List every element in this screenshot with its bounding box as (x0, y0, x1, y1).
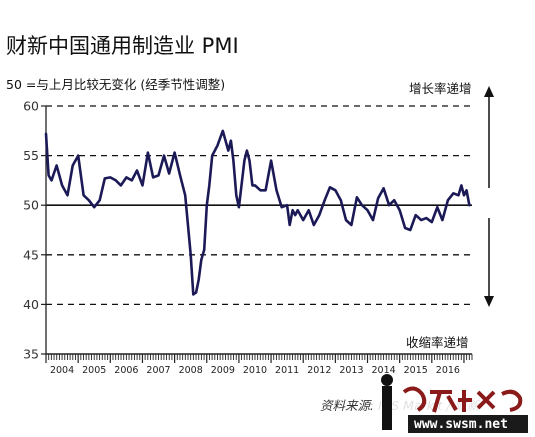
y-tick-label: 55 (23, 148, 39, 163)
y-axis: 35 40 45 50 55 60 (23, 99, 47, 362)
x-tick-label: 2016 (436, 365, 460, 376)
x-tick-label: 2007 (146, 365, 170, 376)
x-tick-label: 2015 (404, 365, 428, 376)
growth-arrow-label: 增长率递增 (409, 81, 472, 96)
chart-subtitle: 50 =与上月比较无变化 (经季节性调整) (6, 77, 225, 92)
watermark-text: www.swsm.net (414, 417, 508, 432)
x-tick-label: 2010 (243, 365, 267, 376)
contraction-arrow-label: 收缩率递增 (406, 335, 469, 350)
x-tick-label: 2012 (307, 365, 331, 376)
x-axis: 2004 2005 2006 2007 2008 2009 2010 2011 2012 2013… (45, 353, 473, 376)
grid-lines (46, 105, 472, 306)
chart-title: 财新中国通用制造业 PMI (6, 34, 239, 58)
x-tick-label: 2008 (179, 365, 203, 376)
y-tick-label: 40 (23, 297, 39, 312)
x-tick-label: 2014 (371, 365, 395, 376)
x-tick-label: 2006 (114, 365, 138, 376)
x-tick-label: 2005 (82, 365, 106, 376)
x-tick-label: 2013 (339, 365, 363, 376)
x-tick-label: 2009 (211, 365, 235, 376)
pmi-series-line (44, 129, 471, 296)
y-tick-label: 60 (23, 99, 39, 114)
x-tick-label: 2011 (275, 365, 299, 376)
contraction-arrow (484, 218, 494, 307)
watermark-logo: www.swsm.net (372, 374, 532, 434)
y-tick-label: 50 (23, 198, 39, 213)
x-tick-label: 2004 (50, 365, 74, 376)
y-tick-label: 45 (23, 247, 39, 262)
y-tick-label: 35 (23, 347, 39, 362)
growth-arrow (484, 86, 494, 188)
